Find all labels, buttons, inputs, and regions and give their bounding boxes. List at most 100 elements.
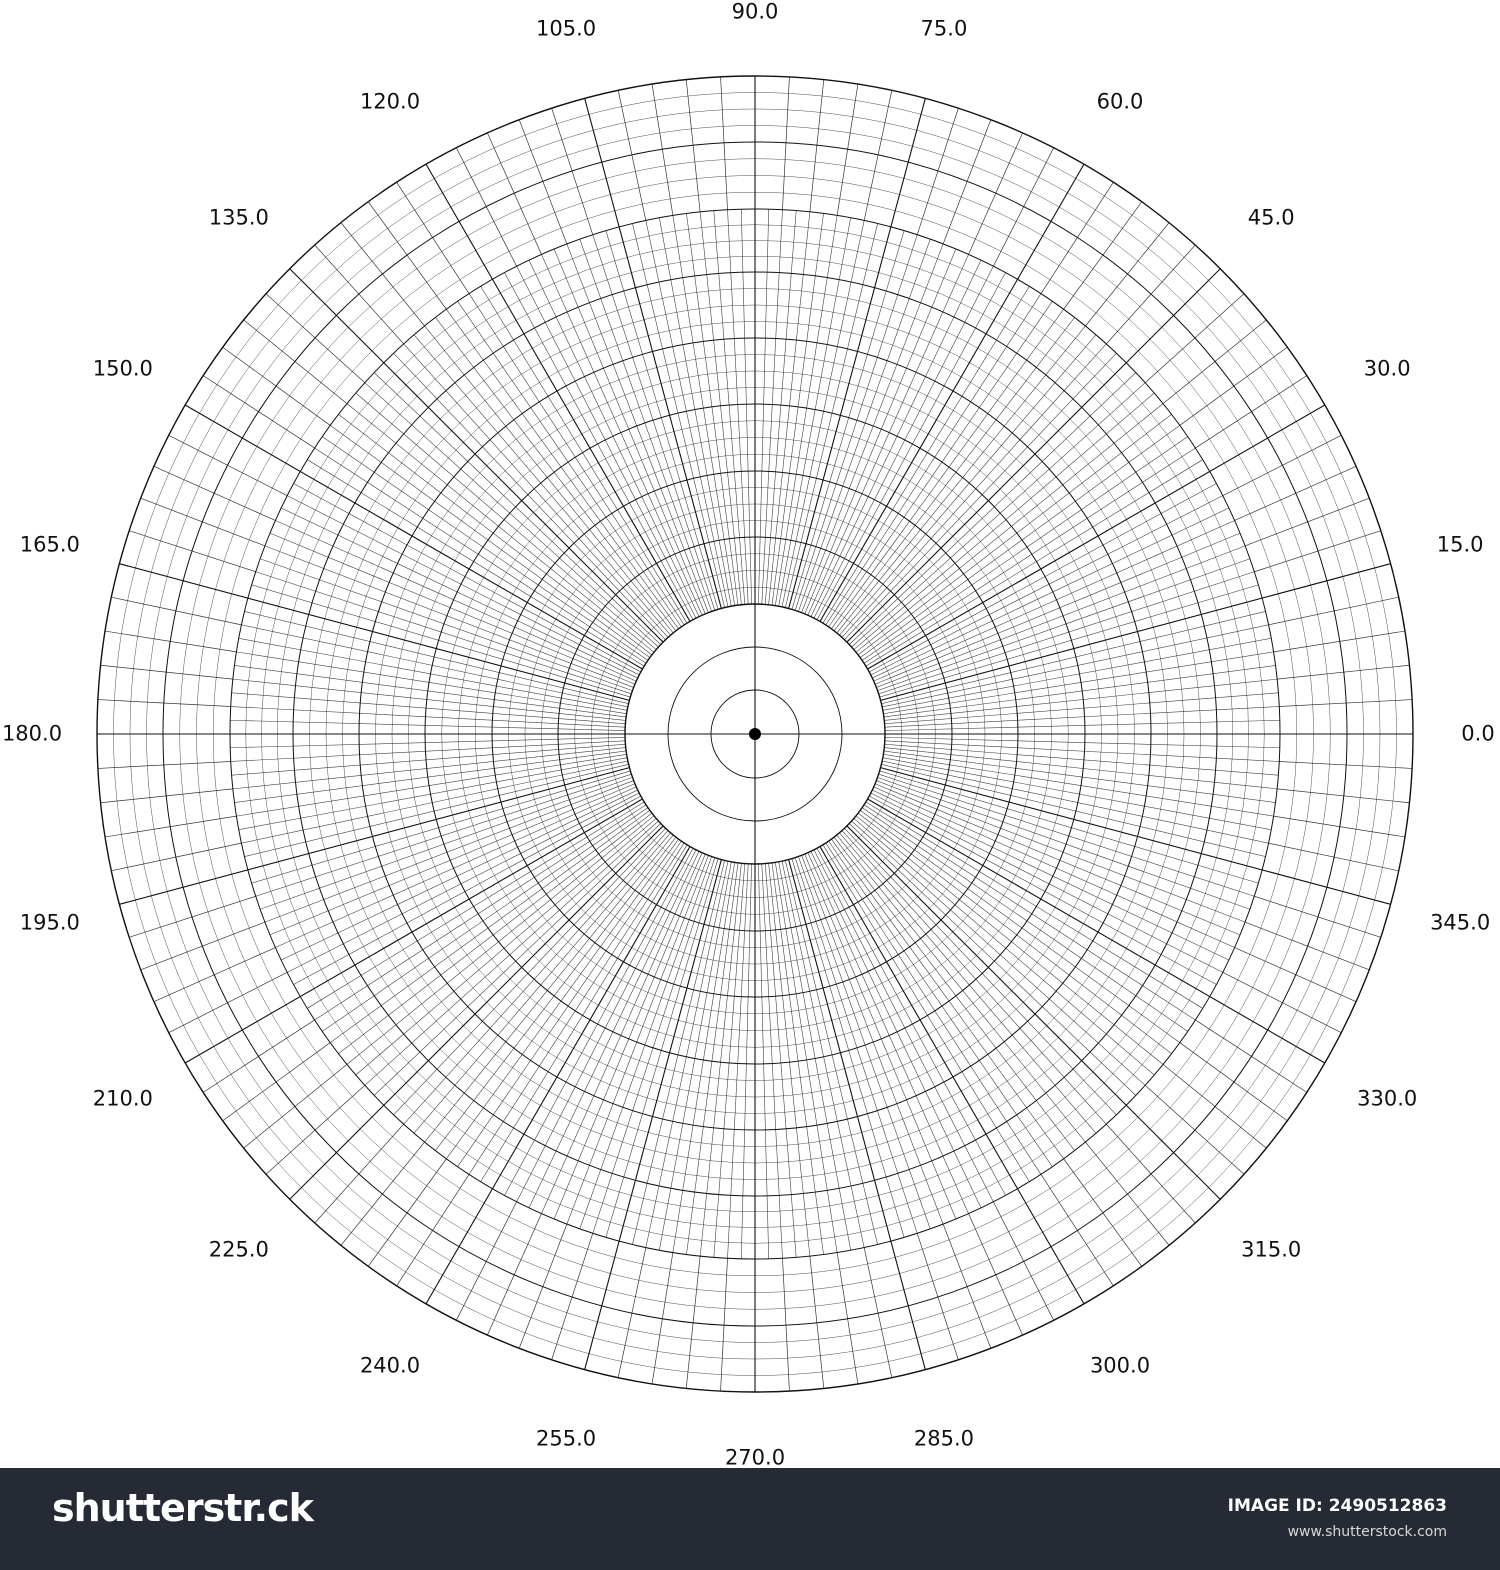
minor-radial-line	[140, 921, 265, 971]
minor-radial-line	[807, 852, 969, 1214]
minor-radial-line	[831, 309, 1064, 630]
minor-radial-line	[857, 812, 1172, 1054]
minor-radial-line	[424, 325, 674, 634]
minor-radial-line	[882, 760, 1269, 844]
minor-radial-line	[396, 1174, 470, 1287]
minor-radial-line	[884, 678, 1278, 721]
minor-radial-line	[968, 132, 1023, 255]
minor-radial-line	[592, 234, 716, 611]
minor-radial-line	[813, 849, 994, 1202]
minor-radial-line	[810, 851, 982, 1208]
minor-radial-line	[232, 678, 626, 721]
minor-radial-line	[778, 217, 851, 607]
minor-radial-line	[480, 286, 688, 624]
minor-radial-line	[672, 215, 735, 606]
minor-radial-line	[243, 1064, 348, 1149]
minor-radial-line	[836, 1252, 859, 1384]
minor-radial-line	[551, 1233, 594, 1360]
minor-radial-line	[849, 823, 1137, 1096]
minor-radial-line	[129, 530, 256, 573]
minor-radial-line	[878, 571, 1255, 695]
angle-label: 240.0	[359, 1353, 421, 1378]
minor-radial-line	[839, 832, 1097, 1134]
minor-radial-line	[861, 807, 1188, 1032]
minor-radial-line	[872, 789, 1229, 961]
minor-radial-line	[672, 862, 735, 1253]
minor-radial-line	[798, 856, 931, 1229]
major-radial-line	[289, 825, 664, 1200]
minor-radial-line	[566, 855, 709, 1225]
minor-radial-line	[686, 213, 739, 606]
minor-radial-line	[553, 248, 706, 615]
minor-radial-line	[869, 483, 1217, 673]
minor-radial-line	[881, 611, 1266, 704]
minor-radial-line	[645, 220, 729, 607]
minor-radial-line	[727, 209, 749, 605]
major-radial-line	[867, 798, 1326, 1064]
minor-radial-line	[785, 223, 878, 608]
minor-radial-line	[293, 483, 641, 673]
minor-radial-line	[1277, 664, 1410, 680]
minor-radial-line	[105, 815, 237, 838]
minor-radial-line	[781, 861, 865, 1248]
minor-radial-line	[810, 260, 982, 617]
minor-radial-line	[238, 638, 628, 711]
minor-radial-line	[373, 372, 661, 645]
major-radial-line	[846, 825, 1221, 1200]
grid-ring	[96, 75, 1414, 1393]
minor-radial-line	[605, 230, 719, 610]
minor-radial-line	[825, 842, 1042, 1175]
minor-ring	[129, 108, 1381, 1360]
minor-radial-line	[942, 1224, 992, 1349]
angle-label: 15.0	[1436, 532, 1484, 557]
minor-radial-line	[1254, 895, 1381, 938]
minor-ring	[309, 288, 1201, 1180]
minor-ring	[458, 437, 1052, 1031]
angle-label: 120.0	[359, 89, 421, 114]
minor-radial-line	[551, 108, 594, 235]
minor-ring	[591, 570, 919, 898]
minor-radial-line	[916, 1233, 959, 1360]
angle-label: 330.0	[1357, 1086, 1418, 1111]
minor-radial-line	[1085, 222, 1170, 327]
site-url: www.shutterstock.com	[1287, 1524, 1447, 1540]
minor-radial-line	[1234, 466, 1357, 521]
minor-radial-line	[234, 665, 627, 718]
minor-radial-line	[232, 747, 626, 790]
minor-radial-line	[851, 382, 1146, 648]
minor-radial-line	[1254, 530, 1381, 573]
minor-radial-line	[355, 392, 657, 650]
minor-radial-line	[97, 699, 231, 707]
minor-ring	[375, 354, 1135, 1114]
minor-radial-line	[346, 815, 655, 1065]
minor-radial-line	[876, 545, 1246, 688]
minor-radial-line	[355, 818, 657, 1076]
grid-ring	[358, 337, 1152, 1131]
minor-radial-line	[265, 1085, 366, 1175]
minor-radial-line	[231, 692, 626, 725]
minor-radial-line	[1273, 630, 1405, 653]
angle-label: 60.0	[1096, 89, 1144, 114]
minor-ring	[213, 192, 1297, 1276]
angle-label: 105.0	[535, 16, 597, 41]
minor-radial-line	[1234, 947, 1357, 1002]
angle-label: 285.0	[913, 1426, 974, 1451]
minor-radial-line	[97, 761, 231, 769]
minor-radial-line	[100, 788, 233, 804]
minor-radial-line	[884, 706, 1280, 728]
minor-radial-line	[566, 243, 709, 613]
major-radial-line	[867, 404, 1326, 670]
minor-radial-line	[504, 848, 694, 1196]
minor-radial-line	[785, 860, 878, 1245]
minor-radial-line	[798, 239, 931, 612]
minor-radial-line	[884, 737, 1280, 749]
angle-label: 30.0	[1363, 356, 1411, 381]
grid-ring	[491, 470, 1019, 998]
minor-ring	[441, 420, 1069, 1048]
minor-radial-line	[287, 792, 640, 973]
minor-radial-line	[761, 863, 783, 1259]
minor-radial-line	[839, 334, 1097, 636]
minor-radial-line	[874, 532, 1241, 685]
minor-radial-line	[541, 254, 703, 616]
minor-radial-line	[1144, 293, 1245, 383]
